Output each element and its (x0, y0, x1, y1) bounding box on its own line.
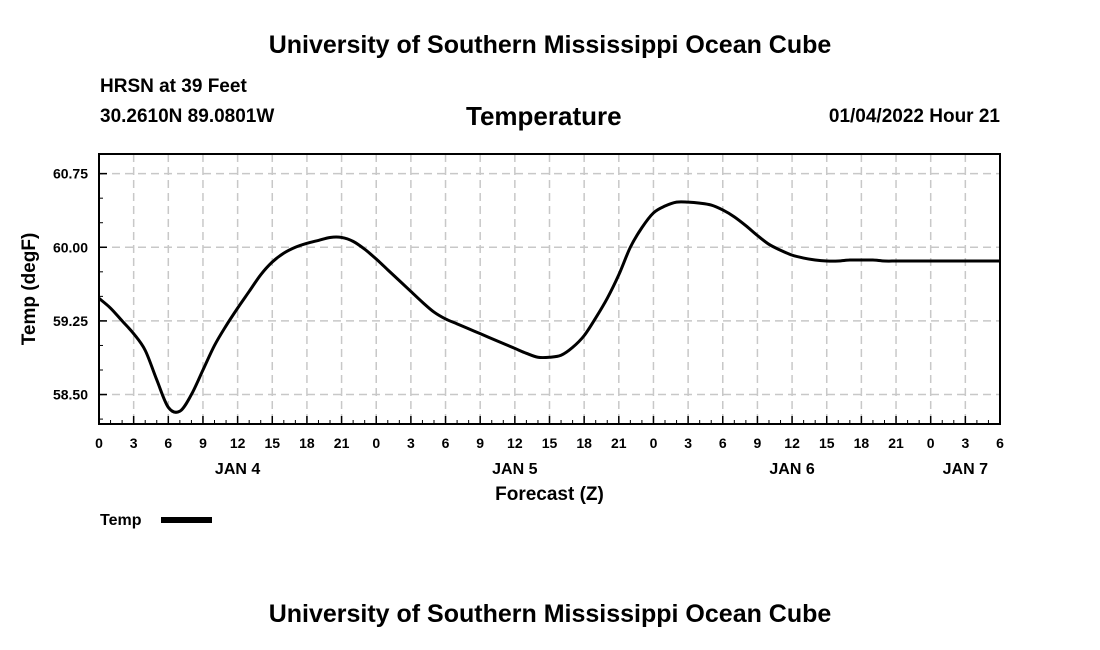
series-line-temp (98, 200, 1000, 414)
y-tick-label: 58.50 (53, 387, 88, 403)
y-axis-label: Temp (degF) (19, 233, 40, 346)
x-tick-label: 21 (888, 435, 904, 451)
x-tick-label: 21 (611, 435, 627, 451)
series-layer (98, 200, 1000, 414)
x-tick-label: 3 (407, 435, 415, 451)
chart-title: Temperature (466, 101, 622, 131)
date-label: JAN 7 (943, 461, 988, 478)
legend-label: Temp (100, 512, 142, 529)
x-tick-label: 6 (996, 435, 1004, 451)
x-tick-label: 15 (819, 435, 835, 451)
x-axis-label: Forecast (Z) (495, 484, 604, 505)
x-tick-label: 0 (927, 435, 935, 451)
y-tick-label: 60.75 (53, 166, 88, 182)
x-tick-label: 18 (299, 435, 315, 451)
x-tick-label: 12 (230, 435, 246, 451)
forecast-datetime: 01/04/2022 Hour 21 (828, 106, 1000, 127)
x-tick-label: 9 (476, 435, 484, 451)
x-tick-label: 6 (164, 435, 172, 451)
date-label: JAN 4 (215, 461, 260, 478)
x-tick-labels: 0 3 6 9 12 15 18 21 0 3 6 9 12 15 18 21 0 3 6 9 12 15 18 21 0 3 6 (95, 435, 1004, 451)
x-tick-label: 21 (334, 435, 350, 451)
x-tick-label: 15 (264, 435, 280, 451)
top-title: University of Southern Mississippi Ocean… (268, 31, 832, 59)
x-tick-label: 18 (576, 435, 592, 451)
x-tick-label: 3 (961, 435, 969, 451)
date-label: JAN 6 (769, 461, 814, 478)
y-tick-label: 59.25 (53, 313, 88, 329)
y-tick-labels: 58.50 59.25 60.00 60.75 (53, 166, 88, 403)
date-label: JAN 5 (492, 461, 537, 478)
station-name: HRSN at 39 Feet (100, 76, 247, 97)
x-tick-label: 9 (199, 435, 207, 451)
x-tick-label: 6 (719, 435, 727, 451)
x-tick-label: 15 (542, 435, 558, 451)
x-tick-label: 0 (372, 435, 380, 451)
y-tick-label: 60.00 (53, 239, 88, 255)
plot-frame (98, 153, 1001, 425)
x-tick-label: 0 (650, 435, 658, 451)
date-labels: JAN 4 JAN 5 JAN 6 JAN 7 (215, 461, 988, 478)
x-tick-label: 18 (854, 435, 870, 451)
x-tick-label: 9 (754, 435, 762, 451)
x-tick-label: 12 (784, 435, 800, 451)
x-tick-label: 12 (507, 435, 523, 451)
station-coords: 30.2610N 89.0801W (100, 106, 275, 127)
grid (99, 154, 1000, 424)
x-tick-label: 0 (95, 435, 103, 451)
x-tick-label: 6 (442, 435, 450, 451)
x-tick-label: 3 (684, 435, 692, 451)
bottom-title: University of Southern Mississippi Ocean… (268, 600, 832, 628)
x-tick-label: 3 (130, 435, 138, 451)
